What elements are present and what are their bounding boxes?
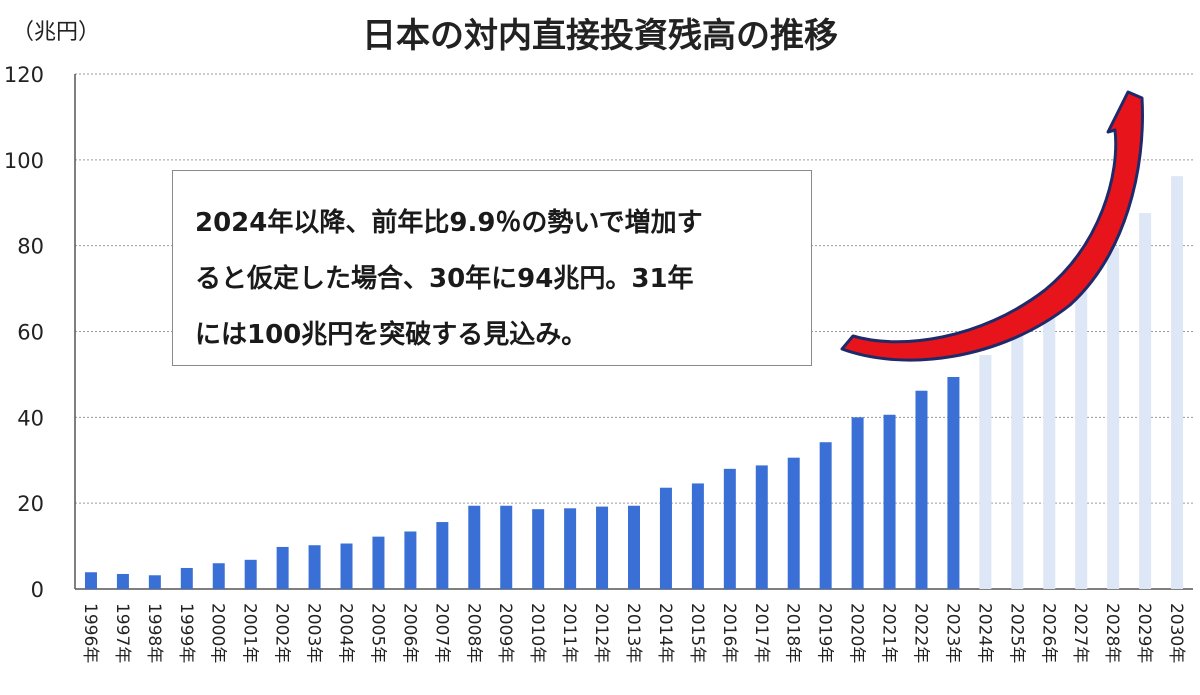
bar <box>1107 247 1120 589</box>
x-tick-label: 2018年 <box>783 603 803 663</box>
x-tick-label: 2016年 <box>719 603 739 663</box>
x-tick-label: 2013年 <box>623 603 643 663</box>
bar <box>1075 278 1088 589</box>
x-tick-label: 1999年 <box>176 603 196 663</box>
bar <box>244 559 257 589</box>
bar <box>436 522 449 589</box>
x-tick-label: 2030年 <box>1166 603 1186 663</box>
y-tick-label: 20 <box>17 492 44 516</box>
x-tick-label: 2023年 <box>942 603 962 663</box>
bar <box>372 536 385 589</box>
x-tick-label: 2003年 <box>304 603 324 663</box>
x-tick-label: 2026年 <box>1038 603 1058 663</box>
y-tick-label: 80 <box>17 235 44 259</box>
annotation-line-2: ると仮定した場合、30年に94兆円。31年 <box>195 264 694 294</box>
x-tick-label: 2005年 <box>367 603 387 663</box>
bar <box>596 506 609 589</box>
x-tick-label: 2006年 <box>399 603 419 663</box>
bar <box>276 546 289 589</box>
bar <box>308 545 321 589</box>
bar <box>116 573 129 589</box>
x-tick-label: 2021年 <box>879 603 899 663</box>
y-tick-label: 100 <box>4 149 44 173</box>
chart-title: 日本の対内直接投資残高の推移 <box>362 16 838 56</box>
bar <box>628 505 640 589</box>
bar <box>883 414 896 589</box>
trend-arrow-icon <box>840 90 1144 362</box>
x-tick-label: 1998年 <box>144 603 164 663</box>
bar <box>500 505 513 589</box>
bar <box>1011 332 1024 589</box>
x-tick-label: 2001年 <box>240 603 260 663</box>
x-tick-label: 2022年 <box>910 603 930 663</box>
x-tick-label: 2009年 <box>495 603 515 663</box>
bar <box>84 572 97 589</box>
bar <box>1139 213 1152 590</box>
x-tick-label: 2019年 <box>815 603 835 663</box>
y-tick-label: 120 <box>4 63 44 87</box>
x-tick-label: 2015年 <box>687 603 707 663</box>
bar <box>532 509 545 589</box>
bar <box>851 417 864 589</box>
bar <box>819 442 832 589</box>
bar <box>979 355 992 589</box>
bar <box>723 468 736 589</box>
bar <box>212 563 225 589</box>
annotation-line-3: には100兆円を突破する見込み。 <box>195 320 588 350</box>
bar <box>1171 176 1184 589</box>
bar <box>755 465 768 589</box>
x-tick-label: 1996年 <box>80 603 100 663</box>
y-tick-label: 40 <box>17 406 44 430</box>
bar <box>947 376 960 589</box>
y-tick-label: 0 <box>31 578 44 602</box>
y-tick-label: 60 <box>17 321 44 345</box>
x-tick-label: 2017年 <box>751 603 771 663</box>
x-tick-label: 2025年 <box>1006 603 1026 663</box>
bar <box>564 508 577 589</box>
bar <box>1043 306 1056 589</box>
x-tick-label: 2029年 <box>1134 603 1154 663</box>
bar <box>148 575 161 589</box>
bar <box>340 543 353 589</box>
x-tick-label: 2024年 <box>974 603 994 663</box>
annotation-line-1: 2024年以降、前年比9.9％の勢いで増加す <box>195 208 703 238</box>
x-tick-label: 2014年 <box>655 603 675 663</box>
bar <box>404 531 417 589</box>
x-tick-label: 2010年 <box>527 603 547 663</box>
x-tick-label: 2028年 <box>1102 603 1122 663</box>
x-tick-label: 2020年 <box>847 603 867 663</box>
x-tick-label: 2011年 <box>559 603 579 663</box>
y-axis-unit-label: （兆円） <box>12 20 101 45</box>
x-tick-label: 2000年 <box>208 603 228 663</box>
bar <box>659 487 672 589</box>
bar <box>787 457 800 589</box>
x-tick-label: 1997年 <box>112 603 132 663</box>
x-tick-label: 2027年 <box>1070 603 1090 663</box>
bar <box>691 483 704 589</box>
x-tick-label: 2012年 <box>591 603 611 663</box>
bar <box>180 567 193 589</box>
bar <box>468 505 481 589</box>
bar <box>915 390 928 589</box>
x-tick-label: 2004年 <box>336 603 356 663</box>
x-tick-label: 2008年 <box>463 603 483 663</box>
annotation-box: 2024年以降、前年比9.9％の勢いで増加す ると仮定した場合、30年に94兆円… <box>172 170 812 366</box>
x-tick-label: 2007年 <box>431 603 451 663</box>
x-tick-label: 2002年 <box>272 603 292 663</box>
